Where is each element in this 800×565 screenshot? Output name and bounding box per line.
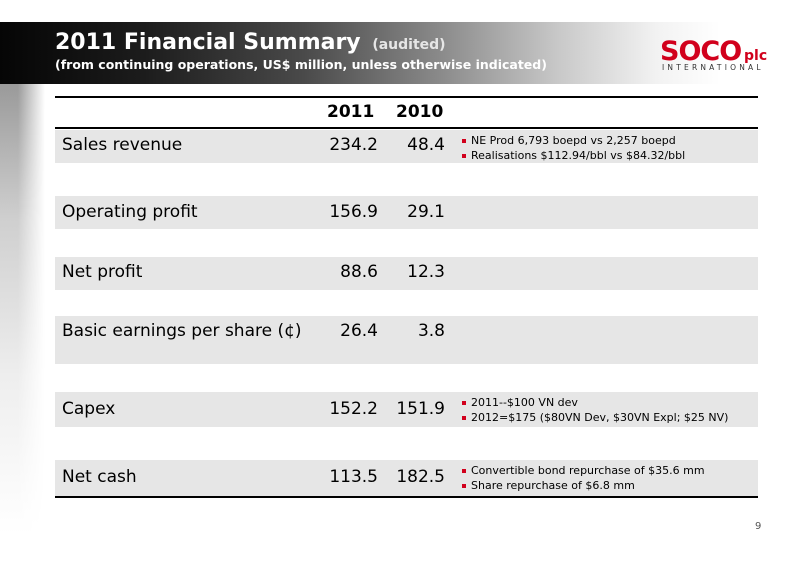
- bullet-icon: [462, 483, 466, 488]
- logo-tagline: INTERNATIONAL: [662, 63, 764, 72]
- title-note: (audited): [372, 37, 446, 53]
- table-row-operating-profit: Operating profit 156.9 29.1: [55, 196, 758, 229]
- page-subtitle: (from continuing operations, US$ million…: [55, 57, 547, 72]
- row-notes: Convertible bond repurchase of $35.6 mm …: [460, 463, 705, 493]
- table-row-net-cash: Net cash 113.5 182.5 Convertible bond re…: [55, 460, 758, 496]
- bullet-icon: [462, 415, 466, 420]
- value-2011: 88.6: [340, 262, 378, 282]
- value-2011: 156.9: [329, 202, 378, 222]
- table-row-capex: Capex 152.2 151.9 2011--$100 VN dev 2012…: [55, 392, 758, 427]
- table-row-basic-eps: Basic earnings per share (¢) 26.4 3.8: [55, 316, 758, 364]
- bullet-icon: [462, 468, 466, 473]
- soco-logo-mark: SOCO plc: [660, 36, 767, 64]
- table-bottom-rule: [55, 496, 758, 498]
- row-label: Sales revenue: [62, 135, 183, 155]
- row-notes: NE Prod 6,793 boepd vs 2,257 boepd Reali…: [460, 133, 685, 163]
- title-text: 2011 Financial Summary: [55, 30, 361, 55]
- company-logo: SOCO plc INTERNATIONAL: [660, 36, 790, 74]
- header-rule: [55, 127, 758, 129]
- row-label: Operating profit: [62, 202, 198, 222]
- row-label: Net cash: [62, 467, 137, 487]
- value-2010: 48.4: [407, 135, 445, 155]
- table-top-rule: [55, 96, 758, 98]
- note-item: 2012=$175 ($80VN Dev, $30VN Expl; $25 NV…: [460, 410, 728, 425]
- row-label: Basic earnings per share (¢): [62, 321, 302, 341]
- value-2011: 113.5: [329, 467, 378, 487]
- logo-wordmark: SOCO: [660, 36, 741, 64]
- table-row-sales-revenue: Sales revenue 234.2 48.4 NE Prod 6,793 b…: [55, 130, 758, 163]
- value-2010: 151.9: [396, 399, 445, 419]
- row-label: Net profit: [62, 262, 143, 282]
- column-header-2010: 2010: [396, 102, 444, 122]
- page-number: 9: [755, 521, 762, 532]
- value-2010: 12.3: [407, 262, 445, 282]
- page-title: 2011 Financial Summary (audited): [55, 30, 446, 55]
- value-2010: 3.8: [417, 321, 445, 341]
- value-2011: 234.2: [329, 135, 378, 155]
- row-label: Capex: [62, 399, 116, 419]
- bullet-icon: [462, 138, 466, 143]
- note-item: Realisations $112.94/bbl vs $84.32/bbl: [460, 148, 685, 163]
- bullet-icon: [462, 153, 466, 158]
- note-item: Share repurchase of $6.8 mm: [460, 478, 705, 493]
- note-item: 2011--$100 VN dev: [460, 395, 728, 410]
- side-fade: [0, 84, 45, 534]
- row-notes: 2011--$100 VN dev 2012=$175 ($80VN Dev, …: [460, 395, 728, 425]
- value-2010: 182.5: [396, 467, 445, 487]
- table-row-net-profit: Net profit 88.6 12.3: [55, 257, 758, 290]
- logo-suffix: plc: [744, 48, 767, 64]
- value-2011: 152.2: [329, 399, 378, 419]
- value-2010: 29.1: [407, 202, 445, 222]
- bullet-icon: [462, 400, 466, 405]
- note-item: NE Prod 6,793 boepd vs 2,257 boepd: [460, 133, 685, 148]
- value-2011: 26.4: [340, 321, 378, 341]
- note-item: Convertible bond repurchase of $35.6 mm: [460, 463, 705, 478]
- header-band: [0, 22, 800, 84]
- column-header-2011: 2011: [327, 102, 375, 122]
